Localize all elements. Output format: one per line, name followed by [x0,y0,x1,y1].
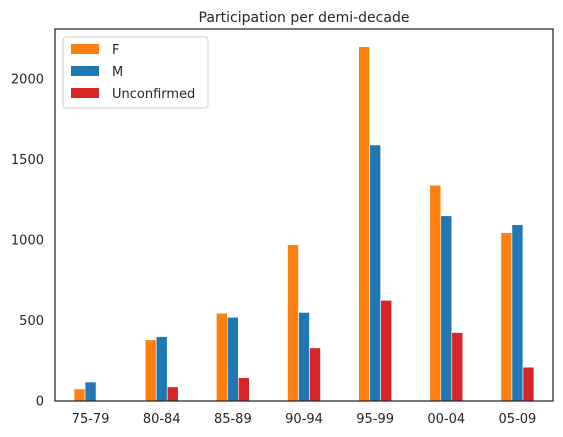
bar-f-95-99 [358,46,370,402]
x-tick-label: 90-94 [285,412,323,427]
bar-f-90-94 [287,244,299,402]
bar-m-95-99 [369,144,381,402]
y-tick-label: 1500 [11,153,44,168]
x-tick-label: 85-89 [214,412,252,427]
y-tick-label: 0 [36,395,44,410]
bar-f-85-89 [216,312,228,402]
bar-f-75-79 [73,388,86,402]
bars-group [73,46,535,402]
legend-swatch-m [71,66,99,76]
bar-unconfirmed-90-94 [309,347,321,402]
bar-m-75-79 [84,381,97,402]
legend-label-unconfirmed: Unconfirmed [112,87,195,102]
y-tick-label: 2000 [11,72,44,87]
bar-unconfirmed-85-89 [238,377,250,402]
x-tick-label: 80-84 [143,412,181,427]
bar-m-90-94 [298,312,310,402]
y-tick-label: 1000 [11,233,44,248]
legend: FM Unconfirmed [62,36,209,109]
bar-unconfirmed-05-09 [522,366,535,402]
bar-m-05-09 [511,224,524,402]
legend-box [62,36,209,109]
bar-m-00-04 [440,215,453,402]
legend-swatch-unconfirmed [71,88,99,98]
legend-label-f: F [112,43,119,58]
x-tick-label: 05-09 [499,412,537,427]
x-tick-label: 75-79 [72,412,110,427]
legend-swatch-f [71,44,99,54]
bar-unconfirmed-00-04 [451,332,464,402]
chart-title: Participation per demi-decade [199,10,410,26]
x-tick-label: 95-99 [356,412,394,427]
legend-label-m: M [112,65,123,80]
y-axis: 0 500 1000 1500 2000 [11,72,44,409]
x-axis: 75-79 80-84 85-89 90-94 95-99 00-04 05-09 [72,412,537,427]
x-tick-label: 00-04 [427,412,465,427]
bar-f-00-04 [429,184,442,402]
bar-unconfirmed-95-99 [380,300,392,402]
y-tick-label: 500 [19,314,44,329]
bar-m-85-89 [227,316,239,402]
bar-unconfirmed-80-84 [166,386,179,402]
bar-f-80-84 [144,339,157,402]
bar-m-80-84 [155,336,168,402]
bar-f-05-09 [500,232,513,402]
plot-frame [54,28,554,402]
